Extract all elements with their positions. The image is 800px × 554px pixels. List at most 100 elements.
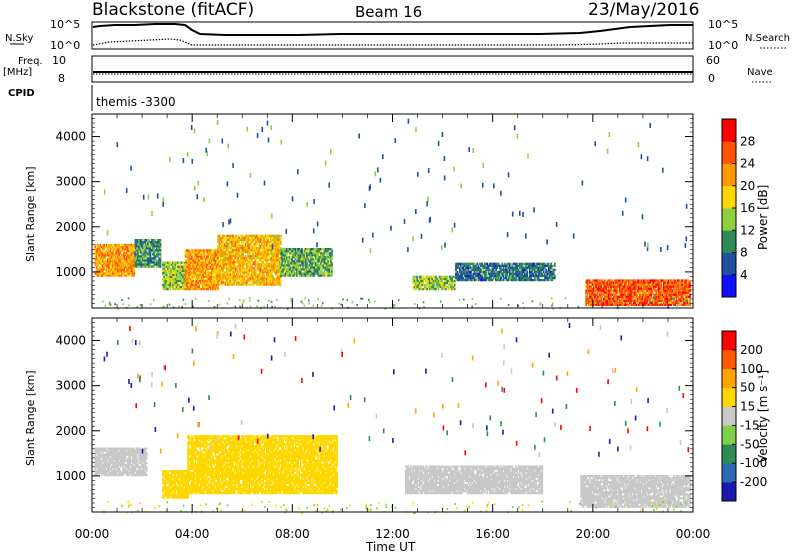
range-cell bbox=[231, 273, 233, 276]
range-cell bbox=[145, 261, 148, 264]
range-cell bbox=[309, 260, 312, 263]
range-cell bbox=[268, 253, 271, 256]
range-cell bbox=[153, 239, 156, 242]
range-cell bbox=[420, 285, 422, 289]
range-cell bbox=[292, 260, 294, 263]
range-cell bbox=[541, 266, 544, 269]
range-cell bbox=[189, 257, 192, 260]
range-cell bbox=[204, 285, 207, 289]
range-cell bbox=[535, 272, 537, 276]
range-cell bbox=[224, 250, 227, 254]
range-cell bbox=[323, 260, 326, 263]
range-cell bbox=[123, 250, 125, 253]
range-cell bbox=[213, 275, 216, 278]
range-cell bbox=[152, 253, 154, 256]
range-cell bbox=[157, 253, 159, 256]
range-cell bbox=[492, 274, 495, 278]
range-cell bbox=[231, 242, 233, 246]
range-cell bbox=[98, 262, 100, 265]
range-cell bbox=[221, 236, 223, 239]
range-cell bbox=[98, 246, 100, 249]
range-cell bbox=[288, 268, 291, 271]
range-cell bbox=[174, 263, 177, 266]
range-cell bbox=[689, 303, 691, 306]
range-cell bbox=[194, 283, 197, 287]
range-cell bbox=[231, 238, 233, 241]
range-cell bbox=[128, 264, 130, 267]
range-cell bbox=[219, 279, 222, 282]
range-cell bbox=[227, 255, 229, 258]
range-cell bbox=[236, 271, 238, 274]
range-cell bbox=[123, 248, 125, 251]
range-cell bbox=[318, 268, 321, 271]
range-cell bbox=[306, 256, 308, 259]
range-cell bbox=[317, 268, 320, 271]
range-cell bbox=[453, 281, 456, 285]
range-cell bbox=[554, 262, 556, 265]
range-cell bbox=[308, 248, 311, 251]
range-cell bbox=[298, 262, 301, 265]
range-cell bbox=[105, 254, 108, 257]
range-cell bbox=[95, 254, 98, 257]
range-cell bbox=[185, 269, 188, 272]
range-cell bbox=[153, 259, 156, 262]
range-cell bbox=[122, 256, 124, 259]
range-cell bbox=[152, 243, 154, 246]
range-cell bbox=[114, 250, 117, 253]
range-cell bbox=[316, 262, 318, 265]
range-cell bbox=[168, 285, 171, 289]
range-cell bbox=[291, 274, 293, 277]
range-cell bbox=[417, 285, 420, 289]
range-cell bbox=[529, 268, 531, 271]
range-cell bbox=[249, 257, 252, 260]
range-cell bbox=[483, 272, 486, 276]
range-cell bbox=[269, 277, 272, 280]
range-cell bbox=[274, 279, 277, 282]
range-cell bbox=[224, 240, 227, 244]
range-cell bbox=[115, 260, 118, 263]
range-cell bbox=[185, 249, 188, 252]
scatter-echo bbox=[453, 222, 456, 228]
range-cell bbox=[204, 279, 207, 283]
range-cell bbox=[248, 246, 251, 250]
range-cell bbox=[276, 259, 278, 262]
range-cell bbox=[228, 263, 231, 266]
range-cell bbox=[540, 264, 542, 267]
range-cell bbox=[520, 264, 522, 267]
range-cell bbox=[279, 254, 282, 257]
range-cell bbox=[545, 268, 547, 271]
range-cell bbox=[478, 270, 481, 274]
range-cell bbox=[217, 238, 219, 241]
range-cell bbox=[264, 234, 267, 237]
range-cell bbox=[251, 238, 253, 241]
range-cell bbox=[536, 264, 539, 267]
range-cell bbox=[264, 281, 267, 284]
range-cell bbox=[507, 270, 510, 274]
range-cell bbox=[189, 277, 192, 281]
range-cell bbox=[135, 239, 138, 242]
range-cell bbox=[261, 242, 263, 246]
range-cell bbox=[472, 264, 475, 267]
range-cell bbox=[237, 253, 239, 256]
range-cell bbox=[689, 285, 691, 288]
scatter-echo bbox=[606, 148, 609, 154]
range-cell bbox=[104, 246, 107, 249]
range-cell bbox=[544, 278, 546, 282]
range-cell bbox=[530, 278, 532, 282]
range-cell bbox=[421, 279, 423, 283]
range-cell bbox=[102, 260, 104, 263]
range-cell bbox=[331, 268, 333, 271]
range-cell bbox=[135, 253, 138, 256]
range-cell bbox=[545, 272, 547, 276]
range-cell bbox=[486, 276, 489, 280]
range-cell bbox=[663, 293, 665, 296]
range-cell bbox=[309, 258, 312, 261]
range-cell bbox=[214, 281, 217, 285]
range-cell bbox=[680, 301, 683, 304]
range-cell bbox=[287, 266, 289, 269]
range-cell bbox=[247, 255, 249, 258]
range-cell bbox=[179, 267, 182, 270]
range-cell bbox=[226, 244, 228, 248]
range-cell bbox=[465, 264, 467, 267]
